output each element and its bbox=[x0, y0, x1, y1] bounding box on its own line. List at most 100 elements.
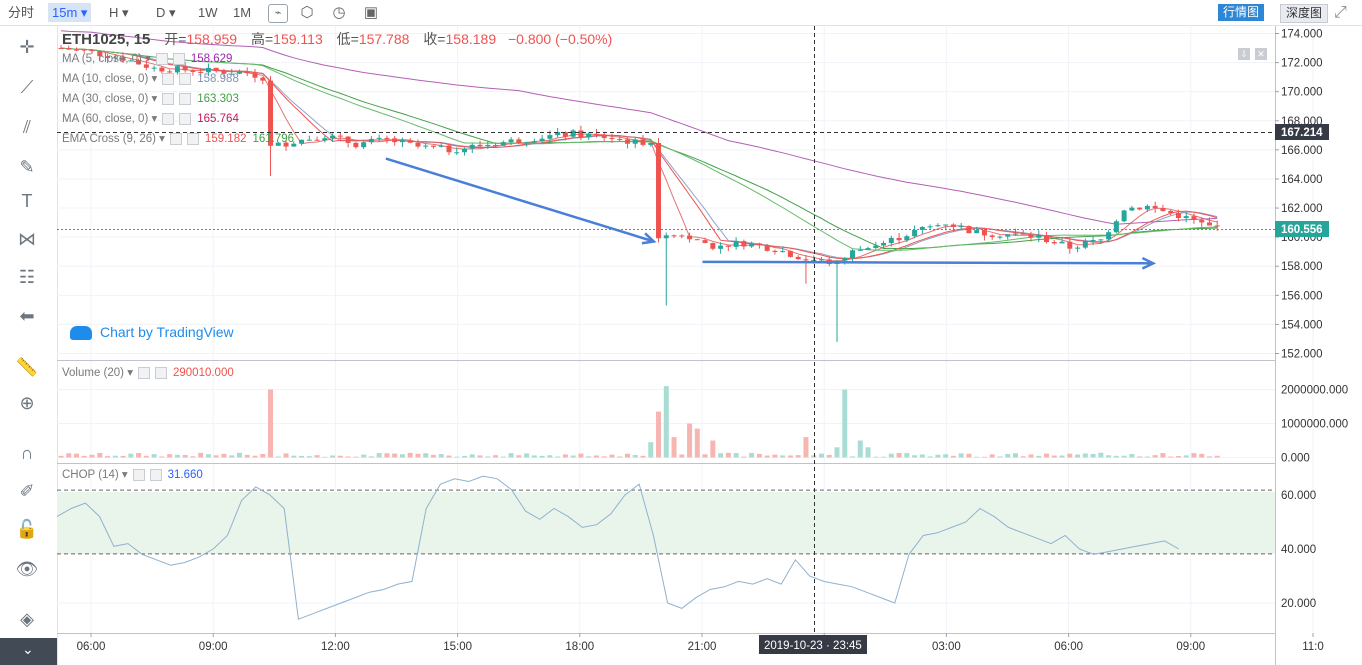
legend-ma30[interactable]: MA (30, close, 0) ▾ 163.303 bbox=[62, 92, 239, 105]
candle-body bbox=[927, 226, 933, 228]
candle-body bbox=[236, 71, 242, 74]
lock-drawing-icon[interactable]: ✐ bbox=[19, 481, 35, 501]
eye-icon[interactable]: 👁 bbox=[15, 559, 39, 579]
volume-bar bbox=[74, 453, 80, 458]
volume-bar bbox=[547, 455, 553, 458]
volume-bar bbox=[1199, 453, 1205, 458]
volume-bar bbox=[260, 453, 266, 458]
candle-body bbox=[562, 132, 568, 137]
close-value: 158.189 bbox=[445, 31, 497, 47]
chevron-down-icon: ▾ bbox=[169, 5, 176, 20]
candle-body bbox=[764, 245, 770, 251]
candle-body bbox=[198, 71, 204, 73]
candle-body bbox=[632, 139, 638, 144]
timeshare-button[interactable]: 分时 bbox=[8, 5, 35, 20]
volume-legend[interactable]: Volume (20) ▾ 290010.000 bbox=[62, 366, 234, 379]
candle-body bbox=[780, 251, 786, 253]
zoom-in-icon[interactable]: ⊕ bbox=[19, 393, 35, 413]
prediction-icon[interactable]: ☷ bbox=[18, 267, 36, 287]
legend-ma60[interactable]: MA (60, close, 0) ▾ 165.764 bbox=[62, 112, 239, 125]
screenshot-icon[interactable]: ▣ bbox=[363, 4, 379, 21]
tab-market-chart[interactable]: 行情图 bbox=[1218, 4, 1265, 21]
volume-bar bbox=[539, 455, 545, 458]
volume-bar bbox=[407, 452, 413, 458]
price-tick-label: 172.000 bbox=[1281, 58, 1323, 70]
interval-hour-button[interactable]: H ▾ bbox=[109, 5, 129, 20]
candle-body bbox=[593, 133, 599, 135]
volume-bar bbox=[244, 454, 250, 458]
volume-bar bbox=[958, 453, 964, 458]
last-price-label: 160.556 bbox=[1281, 224, 1323, 236]
pane-down-icon[interactable]: ⇩ bbox=[1238, 48, 1250, 60]
candle-body bbox=[811, 259, 817, 261]
expand-icon[interactable]: ⤢ bbox=[1334, 4, 1347, 21]
volume-bar bbox=[570, 455, 576, 458]
interval-month-button[interactable]: 1M bbox=[233, 5, 252, 20]
volume-bar bbox=[205, 454, 211, 458]
candle-body bbox=[648, 143, 654, 145]
tradingview-watermark[interactable]: Chart by TradingView bbox=[70, 320, 234, 344]
chop-legend[interactable]: CHOP (14) ▾ 31.660 bbox=[62, 468, 203, 481]
legend-ma5[interactable]: MA (5, close, 0) ▾ 158.629 bbox=[62, 52, 233, 65]
tradingview-cloud-icon bbox=[70, 326, 92, 341]
text-tool-icon[interactable]: T bbox=[21, 191, 33, 211]
volume-bar bbox=[120, 455, 126, 458]
pane-close-icon[interactable]: ✕ bbox=[1255, 48, 1267, 60]
brush-icon[interactable]: ✎ bbox=[19, 157, 35, 177]
candle-body bbox=[1051, 242, 1057, 244]
volume-bar bbox=[981, 456, 987, 458]
candle-body bbox=[888, 237, 894, 243]
fibonacci-icon[interactable]: ⫽ bbox=[22, 117, 32, 137]
pattern-icon[interactable]: ⋈ bbox=[18, 229, 36, 249]
candle-body bbox=[733, 241, 739, 247]
last-price-badge bbox=[1275, 221, 1329, 237]
tab-depth-chart[interactable]: 深度图 bbox=[1280, 4, 1329, 23]
candle-body bbox=[268, 80, 274, 146]
candle-body bbox=[407, 140, 413, 143]
candle-body bbox=[105, 56, 111, 59]
volume-bar bbox=[423, 453, 429, 458]
ruler-icon[interactable]: 📏 bbox=[15, 357, 39, 377]
trend-line-icon[interactable]: ⟋ bbox=[20, 77, 34, 97]
candle-body bbox=[671, 235, 677, 237]
chop-tick-label: 60.000 bbox=[1281, 490, 1316, 502]
volume-tick-label: 2000000.000 bbox=[1281, 385, 1348, 397]
candle-body bbox=[1005, 234, 1011, 237]
layers-icon[interactable]: ◈ bbox=[20, 609, 34, 629]
candle-body bbox=[66, 48, 72, 50]
volume-bar bbox=[772, 454, 778, 458]
candle-body bbox=[555, 132, 561, 136]
clock-icon[interactable]: ◷ bbox=[332, 4, 346, 21]
candle-body bbox=[1206, 222, 1212, 226]
volume-bar bbox=[586, 456, 592, 458]
chart-type-icon[interactable]: ⌁ bbox=[268, 4, 288, 23]
volume-bar bbox=[710, 440, 716, 458]
chop-band-lines bbox=[57, 489, 1275, 555]
volume-bar bbox=[1075, 454, 1081, 458]
magnet-icon[interactable]: ∩ bbox=[20, 443, 34, 463]
collapse-sidebar-button[interactable]: ⌄ bbox=[0, 638, 57, 665]
lock-icon[interactable]: 🔓 bbox=[15, 519, 39, 539]
time-tick-label: 11:0 bbox=[1302, 641, 1324, 653]
price-axis: 174.000172.000170.000168.000166.000164.0… bbox=[1275, 29, 1348, 610]
interval-week-button[interactable]: 1W bbox=[198, 5, 218, 20]
volume-bar bbox=[687, 423, 693, 458]
legend-ema-cross[interactable]: EMA Cross (9, 26) ▾ 159.182 161.796 bbox=[62, 132, 295, 145]
crosshair-icon[interactable]: ✛ bbox=[19, 37, 35, 57]
interval-day-button[interactable]: D ▾ bbox=[156, 5, 176, 20]
candle-body bbox=[1121, 210, 1127, 222]
volume-bar bbox=[1059, 455, 1065, 458]
candle-body bbox=[624, 139, 630, 144]
candle-body bbox=[663, 235, 669, 239]
back-arrow-icon[interactable]: ⬅ bbox=[19, 306, 35, 326]
candle-body bbox=[943, 224, 949, 226]
candle-body bbox=[462, 148, 468, 153]
candle-body bbox=[787, 251, 793, 257]
volume-bar bbox=[795, 455, 801, 458]
legend-ma10[interactable]: MA (10, close, 0) ▾ 158.988 bbox=[62, 72, 239, 85]
candle-body bbox=[112, 57, 118, 59]
interval-15m-selector[interactable]: 15m ▾ bbox=[48, 3, 92, 22]
settings-hexagon-icon[interactable]: ⬡ bbox=[300, 4, 314, 21]
candle-body bbox=[430, 145, 436, 147]
